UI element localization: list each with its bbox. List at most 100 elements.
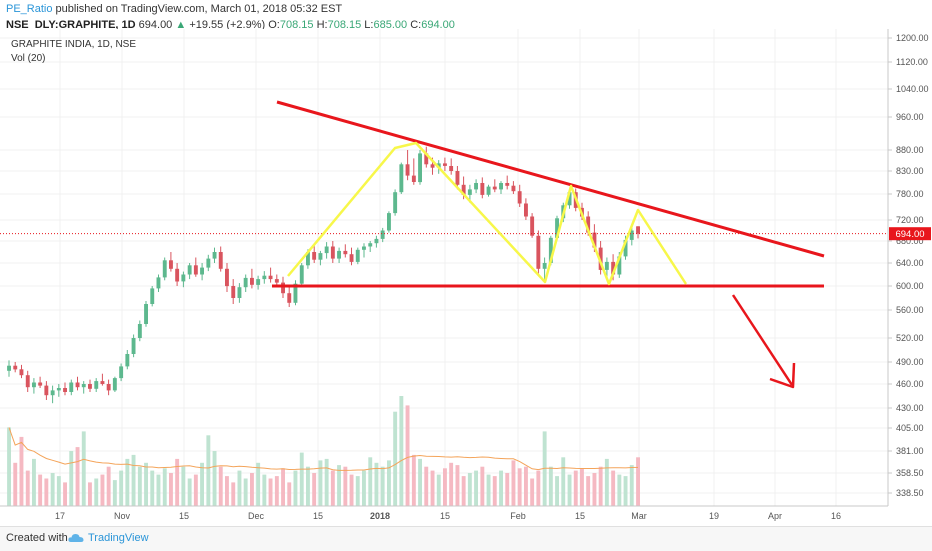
time-axis-bg <box>0 506 932 524</box>
volume-bar <box>206 435 211 506</box>
volume-bar <box>125 458 130 506</box>
price-axis-bg <box>888 29 932 506</box>
candle-body <box>250 277 254 285</box>
volume-bar <box>169 473 173 506</box>
chart-area[interactable]: 1200.00 1120.00 1040.00 960.00 880.00 830.00 7… <box>0 29 932 524</box>
volume-bar <box>237 470 242 506</box>
candle-body <box>387 213 391 231</box>
candle-body <box>7 365 11 371</box>
candle-body <box>281 282 285 294</box>
volume-bar <box>156 474 161 506</box>
volume-bar <box>25 470 30 506</box>
volume-bar <box>106 466 111 506</box>
volume-bar <box>193 474 198 506</box>
volume-bar <box>343 466 348 506</box>
candle-body <box>38 382 43 386</box>
candle-body <box>274 279 279 283</box>
volume-bar <box>293 470 298 506</box>
volume-bar <box>636 457 640 506</box>
candle-body <box>617 256 622 275</box>
volume-bar <box>362 470 366 506</box>
candlesticks <box>7 146 640 404</box>
time-tick-label: 16 <box>831 511 841 521</box>
volume-bar <box>505 473 510 506</box>
volume-bar <box>443 468 447 506</box>
open-label: O: <box>268 19 280 31</box>
candle-body <box>287 293 292 303</box>
high-value: 708.15 <box>327 19 362 31</box>
tradingview-link[interactable]: TradingView <box>88 532 149 544</box>
time-tick-label: Apr <box>768 511 782 521</box>
volume-bar <box>19 436 24 506</box>
volume-bar <box>380 466 385 506</box>
volume-bar <box>38 474 43 506</box>
volume-bar <box>617 474 622 506</box>
candle-body <box>44 385 49 396</box>
candle-body <box>312 252 317 260</box>
close-value: 694.00 <box>421 19 455 31</box>
volume-bar <box>144 462 148 506</box>
candle-body <box>636 226 640 234</box>
low-label: L: <box>364 19 374 31</box>
candle-body <box>156 277 161 289</box>
price-axis[interactable]: 1200.00 1120.00 1040.00 960.00 880.00 830.00 7… <box>888 33 929 498</box>
volume-bar <box>200 462 204 506</box>
candle-body <box>598 247 603 270</box>
price-tick-label: 520.00 <box>896 333 924 343</box>
price-tick-label: 600.00 <box>896 281 924 291</box>
price-tick-label: 1120.00 <box>896 57 928 67</box>
candle-body <box>137 324 142 338</box>
candle-body <box>181 274 186 282</box>
price-tick-label: 780.00 <box>896 189 924 199</box>
candle-body <box>262 275 267 280</box>
price-tick-label: 640.00 <box>896 258 924 268</box>
candle-body <box>19 369 24 376</box>
volume-bar <box>299 452 304 506</box>
candle-body <box>75 382 80 388</box>
candle-body <box>443 163 447 166</box>
volume-bar <box>243 478 248 506</box>
candle-body <box>492 186 497 190</box>
price-tick-label: 1040.00 <box>896 84 929 94</box>
volume-bar <box>250 473 254 506</box>
candle-body <box>306 252 310 266</box>
volume-bar <box>405 405 410 506</box>
volume-bar <box>486 474 491 506</box>
volume-bar <box>424 466 429 506</box>
candle-body <box>436 163 441 168</box>
candle-body <box>193 265 198 275</box>
volume-bar <box>592 473 597 506</box>
price-tick-label: 430.00 <box>896 403 924 413</box>
candle-body <box>63 388 67 392</box>
candle-body <box>144 304 148 324</box>
volume-bar <box>88 482 92 506</box>
volume-bar <box>461 476 466 506</box>
candle-body <box>268 275 273 280</box>
volume-bars <box>7 396 640 506</box>
price-chart[interactable]: 1200.00 1120.00 1040.00 960.00 880.00 830.00 7… <box>0 29 932 524</box>
price-tick-label: 880.00 <box>896 145 924 155</box>
created-with-label: Created with <box>6 532 68 544</box>
candle-body <box>449 166 454 171</box>
time-axis[interactable]: 17 Nov 15 Dec 15 2018 15 Feb 15 Mar 19 Apr 16 <box>55 511 841 521</box>
volume-bar <box>355 476 360 506</box>
volume-bar <box>287 482 292 506</box>
candle-body <box>25 375 30 388</box>
volume-bar <box>374 462 379 506</box>
volume-bar <box>150 470 155 506</box>
volume-bar <box>50 473 55 506</box>
volume-bar <box>349 474 354 506</box>
candle-body <box>368 243 373 247</box>
legend-title: GRAPHITE INDIA, 1D, NSE <box>11 39 136 50</box>
volume-bar <box>517 468 522 506</box>
candle-body <box>187 265 192 275</box>
volume-bar <box>75 447 80 506</box>
quote-line: NSE_DLY:GRAPHITE, 1D 694.00 ▲ +19.55 (+2… <box>6 19 455 31</box>
volume-bar <box>181 466 186 506</box>
author-link[interactable]: PE_Ratio <box>6 3 53 15</box>
volume-bar <box>94 478 99 506</box>
volume-bar <box>81 431 86 506</box>
last-price: 694.00 <box>138 19 173 31</box>
volume-bar <box>268 478 273 506</box>
volume-bar <box>580 468 584 506</box>
